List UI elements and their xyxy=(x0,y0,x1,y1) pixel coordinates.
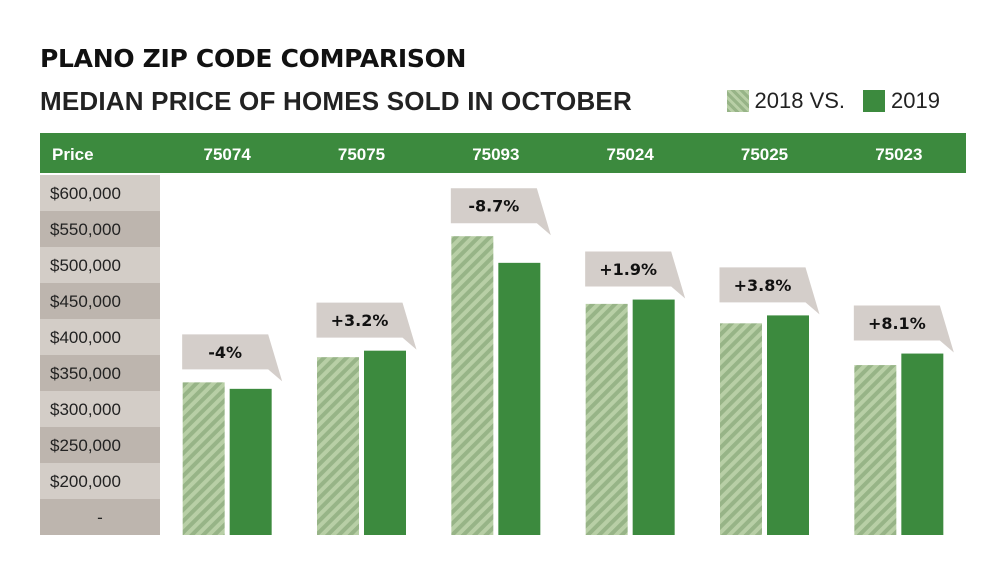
category-label: 75075 xyxy=(338,145,385,164)
y-axis-row xyxy=(40,211,160,247)
bar-2018 xyxy=(585,303,628,535)
change-label: +1.9% xyxy=(599,260,657,279)
header-price-label: Price xyxy=(52,145,94,164)
category-label: 75023 xyxy=(875,145,922,164)
legend: 2018 VS. 2019 xyxy=(726,88,940,114)
y-axis-row xyxy=(40,463,160,499)
change-label-box xyxy=(585,251,686,299)
legend-swatch-2018 xyxy=(726,90,749,112)
y-tick-label: $400,000 xyxy=(50,328,121,347)
bar-2018 xyxy=(451,236,494,535)
y-axis-row xyxy=(40,427,160,463)
bar-2018 xyxy=(182,382,225,535)
change-label: -8.7% xyxy=(468,197,519,216)
y-axis-row xyxy=(40,175,160,211)
y-axis-row xyxy=(40,247,160,283)
legend-swatch-2019 xyxy=(863,90,886,112)
bar-2019 xyxy=(498,262,541,535)
y-axis-row xyxy=(40,499,160,535)
y-tick-label: $250,000 xyxy=(50,436,121,455)
bar-2019 xyxy=(364,350,406,535)
y-axis-row xyxy=(40,391,160,427)
y-tick-label: $600,000 xyxy=(50,184,121,203)
y-tick-label: $550,000 xyxy=(50,220,121,239)
y-tick-label: $200,000 xyxy=(50,472,121,491)
header-bar xyxy=(40,133,966,173)
y-axis-row xyxy=(40,355,160,391)
category-label: 75024 xyxy=(607,145,655,164)
bar-2018 xyxy=(854,365,897,535)
bar-2019 xyxy=(229,388,272,535)
legend-label-2018: 2018 VS. xyxy=(754,88,846,113)
y-tick-label: $450,000 xyxy=(50,292,121,311)
change-label: +8.1% xyxy=(868,314,926,333)
y-tick-label: - xyxy=(97,508,103,527)
change-label: +3.8% xyxy=(734,276,792,295)
bar-2019 xyxy=(632,299,675,535)
legend-label-2019: 2019 xyxy=(891,88,940,113)
change-label-box xyxy=(719,267,820,315)
y-axis-row xyxy=(40,319,160,355)
change-label-box xyxy=(182,334,283,382)
bar-2018 xyxy=(317,357,359,535)
bar-2019 xyxy=(901,353,944,535)
y-axis-row xyxy=(40,283,160,319)
category-label: 75093 xyxy=(472,145,519,164)
bar-2019 xyxy=(767,315,809,535)
y-tick-label: $300,000 xyxy=(50,400,121,419)
change-label-box xyxy=(316,302,417,350)
category-label: 75074 xyxy=(204,145,252,164)
y-tick-label: $350,000 xyxy=(50,364,121,383)
change-label-box xyxy=(450,188,551,236)
category-label: 75025 xyxy=(741,145,788,164)
y-tick-label: $500,000 xyxy=(50,256,121,275)
change-label: +3.2% xyxy=(331,311,389,330)
change-label-box xyxy=(853,305,954,353)
change-label: -4% xyxy=(208,343,242,362)
bar-2018 xyxy=(720,323,762,535)
chart-subtitle: MEDIAN PRICE OF HOMES SOLD IN OCTOBER xyxy=(40,86,632,116)
chart-title: PLANO ZIP CODE COMPARISON xyxy=(40,44,467,73)
